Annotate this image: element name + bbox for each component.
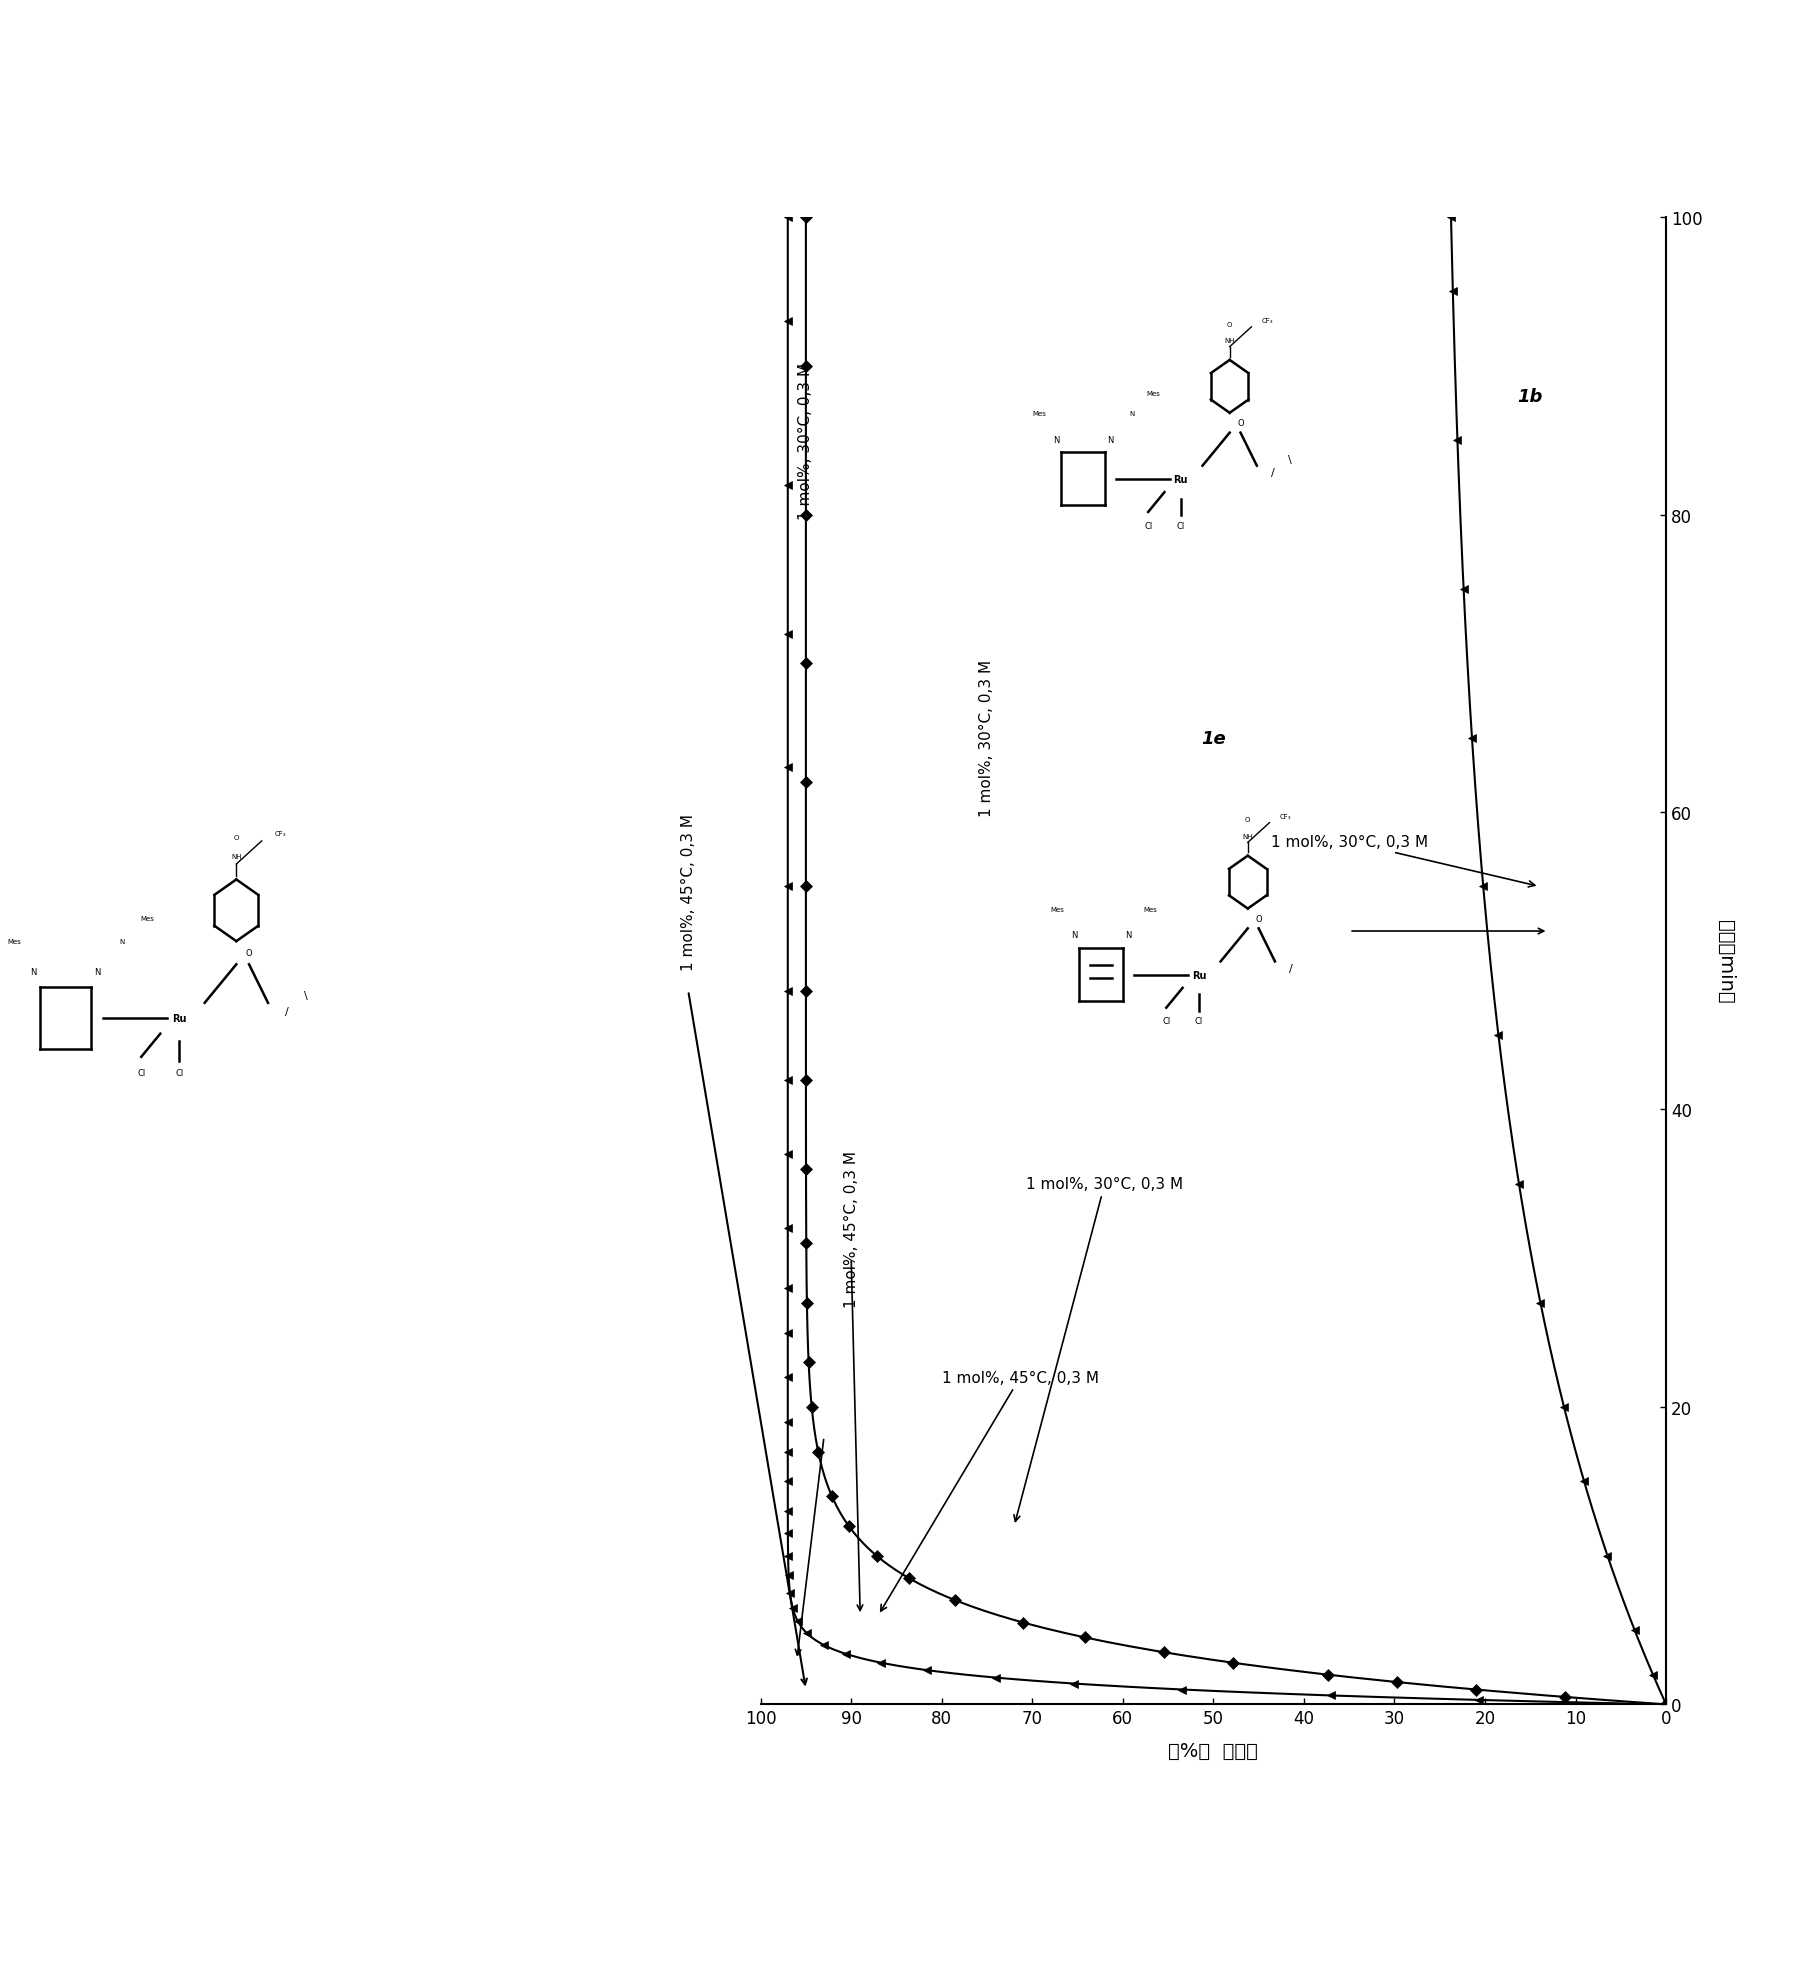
Text: 1 mol%, 45°C, 0,3 M: 1 mol%, 45°C, 0,3 M: [880, 1370, 1099, 1611]
Text: O: O: [1246, 817, 1250, 823]
Text: /: /: [284, 1007, 290, 1017]
Text: Mes: Mes: [1032, 410, 1047, 416]
Text: O: O: [1228, 321, 1231, 327]
Text: Mes: Mes: [141, 916, 154, 922]
Text: 1 mol%, 45°C, 0,3 M: 1 mol%, 45°C, 0,3 M: [844, 1150, 858, 1308]
Text: N: N: [31, 967, 36, 977]
Text: Cl: Cl: [1145, 521, 1152, 531]
Text: N: N: [120, 939, 125, 945]
Text: Mes: Mes: [1146, 390, 1161, 396]
Y-axis label: 时间（min）: 时间（min）: [1717, 920, 1735, 1003]
Text: CF₃: CF₃: [275, 830, 286, 836]
Text: 1 mol%, 30°C, 0,3 M: 1 mol%, 30°C, 0,3 M: [799, 363, 813, 519]
Text: 1 mol%, 45°C, 0,3 M: 1 mol%, 45°C, 0,3 M: [681, 813, 695, 971]
Text: CF₃: CF₃: [1280, 813, 1291, 821]
Text: N: N: [1130, 410, 1134, 416]
Text: Ru: Ru: [172, 1013, 187, 1025]
Text: \: \: [1288, 454, 1291, 466]
Text: O: O: [234, 834, 239, 840]
Text: N: N: [1107, 436, 1114, 444]
Text: O: O: [246, 949, 252, 957]
Text: NH: NH: [232, 854, 241, 860]
Text: CF₃: CF₃: [1262, 317, 1273, 325]
Text: N: N: [1052, 436, 1059, 444]
Text: 1e: 1e: [1201, 729, 1226, 747]
Text: Cl: Cl: [1163, 1017, 1170, 1027]
Text: Cl: Cl: [1177, 521, 1184, 531]
Text: NH: NH: [1242, 832, 1253, 840]
Text: Mes: Mes: [1143, 906, 1157, 912]
Text: \: \: [304, 991, 308, 1001]
Text: Ru: Ru: [1192, 969, 1206, 981]
Text: Mes: Mes: [7, 939, 22, 945]
Text: O: O: [1237, 418, 1244, 428]
Text: Cl: Cl: [1195, 1017, 1203, 1027]
Text: 1 mol%, 30°C, 0,3 M: 1 mol%, 30°C, 0,3 M: [1271, 834, 1536, 888]
Text: /: /: [1289, 963, 1293, 973]
Text: /: /: [1271, 468, 1275, 478]
Text: 1 mol%, 30°C, 0,3 M: 1 mol%, 30°C, 0,3 M: [980, 660, 994, 817]
Text: 1b: 1b: [1518, 386, 1543, 406]
Text: Mes: Mes: [1050, 906, 1065, 912]
Text: N: N: [1125, 932, 1132, 939]
Text: N: N: [1070, 932, 1078, 939]
Text: Cl: Cl: [176, 1068, 183, 1076]
Text: O: O: [1255, 914, 1262, 924]
Text: Ru: Ru: [1174, 474, 1188, 486]
Text: 1 mol%, 30°C, 0,3 M: 1 mol%, 30°C, 0,3 M: [1014, 1177, 1183, 1522]
Text: N: N: [94, 967, 100, 977]
Text: NH: NH: [1224, 337, 1235, 345]
Text: Cl: Cl: [138, 1068, 145, 1076]
X-axis label: （%）  转化率: （%） 转化率: [1168, 1742, 1259, 1760]
